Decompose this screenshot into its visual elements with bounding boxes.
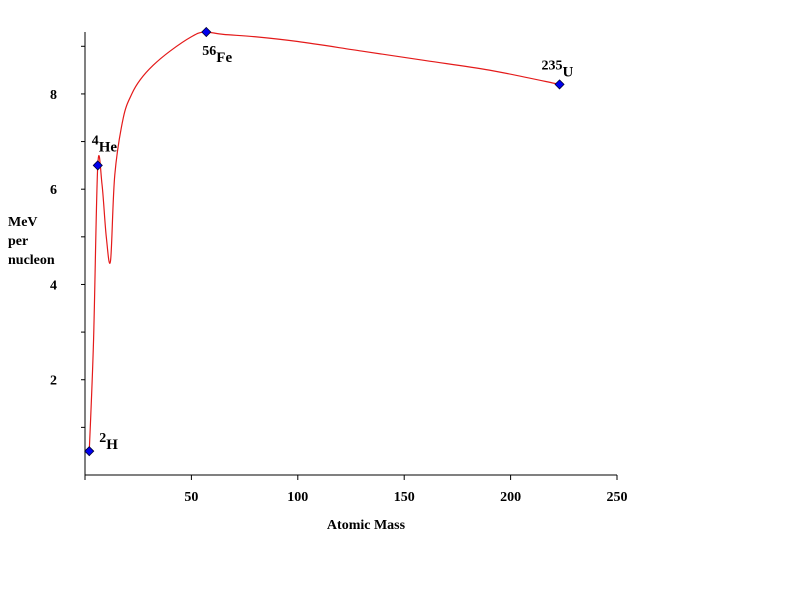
data-point-h-marker — [84, 446, 95, 457]
y-axis-title-line-3: nucleon — [8, 253, 55, 268]
data-point-he-label: 4He — [92, 133, 118, 155]
x-tick-label: 200 — [500, 490, 521, 505]
y-tick-label: 8 — [50, 88, 57, 103]
y-axis-title-line-1: MeV — [8, 215, 38, 230]
x-tick-label: 250 — [607, 490, 628, 505]
x-axis-title: Atomic Mass — [327, 518, 406, 533]
x-tick-label: 100 — [287, 490, 308, 505]
y-ticks: 2 4 6 8 — [50, 45, 85, 428]
data-point-u-label: 235U — [542, 58, 574, 80]
y-tick-label: 6 — [50, 183, 57, 198]
data-point-fe-label: 56Fe — [202, 44, 232, 66]
data-point-he-marker — [92, 160, 103, 171]
y-tick-label: 4 — [50, 278, 57, 293]
data-point-fe-marker — [201, 26, 212, 38]
y-tick-label: 2 — [50, 374, 57, 389]
data-point-u-marker — [554, 79, 565, 90]
x-tick-label: 50 — [184, 490, 198, 505]
binding-energy-curve — [88, 31, 560, 452]
x-tick-label: 150 — [394, 490, 415, 505]
data-point-h-label: 2H — [99, 431, 118, 453]
y-axis: 2 4 6 8 MeV per nucleon — [8, 32, 86, 475]
y-axis-title-line-2: per — [8, 234, 28, 249]
x-ticks: 50 100 150 200 250 — [84, 475, 628, 505]
x-axis: 50 100 150 200 250 Atomic Mass — [84, 474, 628, 533]
data-points: 2H 4He 56Fe 235U — [84, 26, 574, 457]
